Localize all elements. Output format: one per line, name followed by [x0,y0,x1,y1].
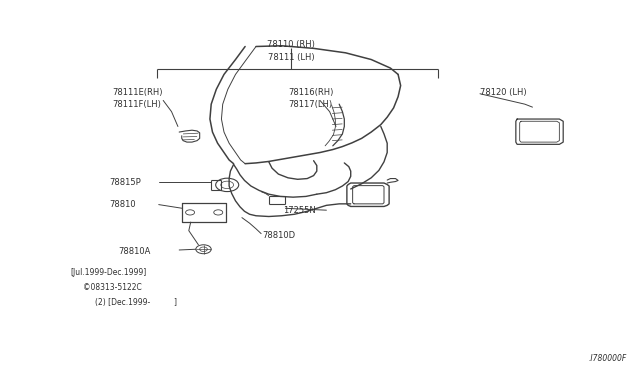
Text: 78116(RH): 78116(RH) [288,89,333,97]
Text: 78117(LH): 78117(LH) [288,100,332,109]
Text: 17255N: 17255N [283,206,316,215]
Text: (2) [Dec.1999-          ]: (2) [Dec.1999- ] [95,298,177,307]
Text: 78111E(RH): 78111E(RH) [112,89,163,97]
Text: 78111 (LH): 78111 (LH) [268,53,314,62]
Text: 78815P: 78815P [109,178,141,187]
Text: 78810D: 78810D [262,231,296,240]
Text: [Jul.1999-Dec.1999]: [Jul.1999-Dec.1999] [70,268,147,277]
Text: .I780000F: .I780000F [589,355,627,363]
Text: 78110 (RH): 78110 (RH) [268,40,315,49]
Text: 78120 (LH): 78120 (LH) [480,89,527,97]
Text: 78810: 78810 [109,200,136,209]
Text: ©08313-5122C: ©08313-5122C [83,283,142,292]
Text: 78810A: 78810A [118,247,151,256]
Text: 78111F(LH): 78111F(LH) [112,100,161,109]
